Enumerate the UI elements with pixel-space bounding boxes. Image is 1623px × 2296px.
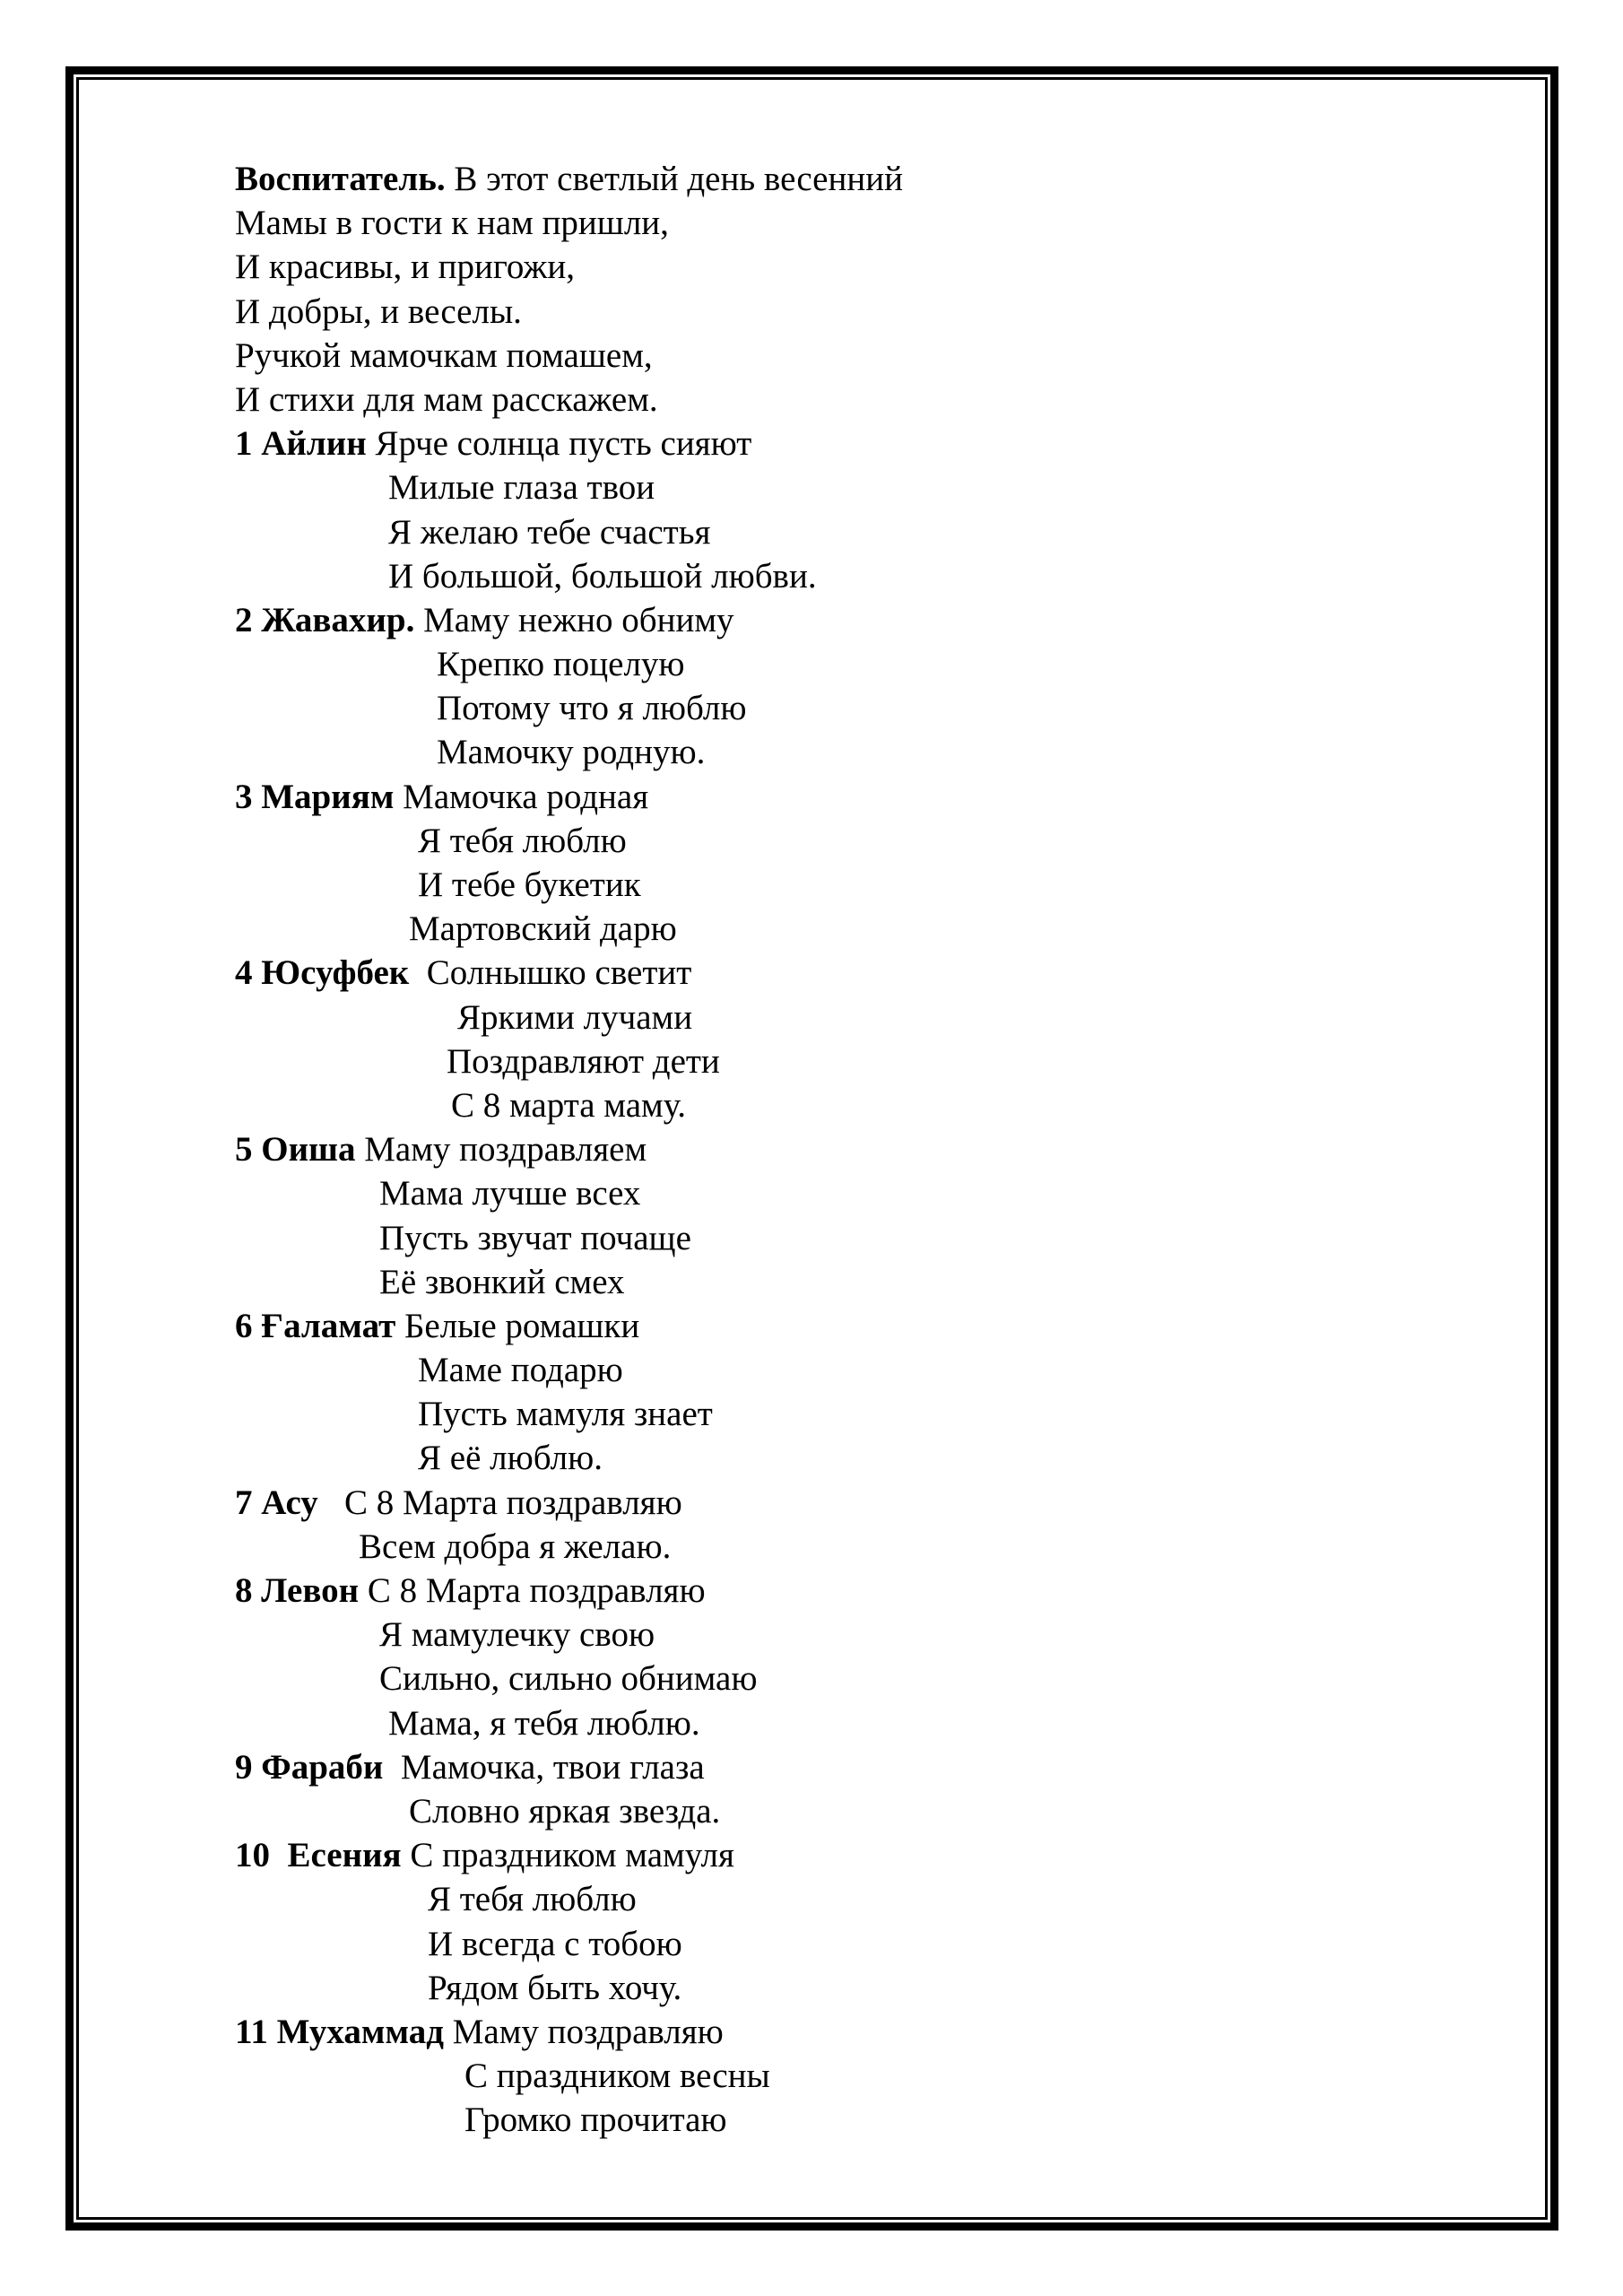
- stanza-first-line: 6 Ғаламат Белые ромашки: [235, 1304, 1623, 1348]
- poem-text: Воспитатель. В этот светлый день весенни…: [0, 157, 1623, 2142]
- line-text: Мамочка, твои глаза: [383, 1747, 705, 1787]
- poem-line: Мамочку родную.: [437, 733, 706, 772]
- line-text: Солнышко светит: [409, 953, 692, 993]
- speaker-name: 6 Ғаламат: [235, 1306, 396, 1345]
- stanza-first-line: 1 Айлин Ярче солнца пусть сияют: [235, 422, 1623, 465]
- poem-line: Громко прочитаю: [464, 2100, 727, 2140]
- speaker-name: 1 Айлин: [235, 424, 367, 464]
- speaker-name: 11 Мухаммад: [235, 2012, 444, 2051]
- speaker-name: 9 Фараби: [235, 1747, 384, 1787]
- poem-line: Маме подарю: [418, 1351, 623, 1390]
- poem-line: Рядом быть хочу.: [428, 1968, 682, 2007]
- page-border-outer: [65, 66, 1558, 2231]
- poem-line: Пусть звучат почаще: [379, 1218, 691, 1257]
- poem-line: И большой, большой любви.: [388, 556, 817, 596]
- stanza-first-line: 11 Мухаммад Маму поздравляю: [235, 2010, 1623, 2054]
- page-border-inner: [76, 77, 1548, 2220]
- poem-line: Мама, я тебя люблю.: [388, 1703, 700, 1743]
- line-text: Мамочка родная: [394, 777, 649, 816]
- poem-line: Ручкой мамочкам помашем,: [235, 335, 653, 375]
- poem-line: И красивы, и пригожи,: [235, 248, 575, 287]
- poem-line: Крепко поцелую: [437, 645, 685, 684]
- speaker-name: 10 Есения: [235, 1836, 402, 1875]
- stanza-first-line: 9 Фараби Мамочка, твои глаза: [235, 1745, 1623, 1789]
- speaker-name: 4 Юсуфбек: [235, 953, 410, 993]
- poem-line: Я мамулечку свою: [379, 1615, 655, 1655]
- poem-line: Яркими лучами: [457, 997, 693, 1037]
- poem-line: Мамы в гости к нам пришли,: [235, 204, 669, 243]
- poem-line: Я тебя люблю: [428, 1880, 637, 1919]
- stanza-first-line: 4 Юсуфбек Солнышко светит: [235, 951, 1623, 995]
- line-text: С 8 Марта поздравляю: [317, 1483, 682, 1522]
- line-text: Маму поздравляю: [443, 2012, 724, 2051]
- stanza-first-line: 10 Есения С праздником мамуля: [235, 1833, 1623, 1877]
- stanza-first-line: 2 Жавахир. Маму нежно обниму: [235, 598, 1623, 642]
- poem-line: Сильно, сильно обнимаю: [379, 1659, 758, 1699]
- stanza-first-line: 8 Левон С 8 Марта поздравляю: [235, 1569, 1623, 1613]
- poem-line: И стихи для мам расскажем.: [235, 379, 658, 419]
- line-text: С праздником мамуля: [401, 1836, 734, 1875]
- line-text: Белые ромашки: [395, 1306, 640, 1345]
- poem-line: Пусть мамуля знает: [418, 1395, 713, 1434]
- poem-line: С 8 марта маму.: [451, 1085, 687, 1125]
- speaker-name: 7 Асу: [235, 1483, 318, 1522]
- poem-line: Я её люблю.: [418, 1439, 603, 1478]
- poem-line: Мартовский дарю: [409, 909, 677, 949]
- line-text: Маму нежно обниму: [414, 600, 734, 639]
- poem-line: Потому что я люблю: [437, 689, 747, 728]
- speaker-name: 8 Левон: [235, 1571, 360, 1610]
- poem-line: С праздником весны: [464, 2057, 770, 2096]
- poem-line: Я тебя люблю: [418, 821, 627, 860]
- speaker-name: 5 Оиша: [235, 1130, 356, 1170]
- poem-line: Всем добра я желаю.: [359, 1526, 672, 1566]
- stanza-first-line: 5 Оиша Маму поздравляем: [235, 1127, 1623, 1171]
- stanza-first-line: 3 Мариям Мамочка родная: [235, 775, 1623, 819]
- poem-line: Я желаю тебе счастья: [388, 512, 711, 552]
- line-text: Маму поздравляем: [355, 1130, 647, 1170]
- stanza-first-line: Воспитатель. В этот светлый день весенни…: [235, 157, 1623, 201]
- speaker-name: 2 Жавахир.: [235, 600, 415, 639]
- line-text: С 8 Марта поздравляю: [359, 1571, 706, 1610]
- poem-line: Поздравляют дети: [447, 1041, 720, 1081]
- poem-line: Милые глаза твои: [388, 468, 655, 508]
- poem-line: И всегда с тобою: [428, 1924, 682, 1963]
- poem-line: И тебе букетик: [418, 865, 641, 904]
- poem-line: И добры, и веселы.: [235, 291, 522, 331]
- poem-line: Её звонкий смех: [379, 1262, 625, 1301]
- stanza-first-line: 7 Асу С 8 Марта поздравляю: [235, 1481, 1623, 1525]
- line-text: Ярче солнца пусть сияют: [366, 424, 752, 464]
- speaker-name: Воспитатель.: [235, 160, 446, 198]
- poem-line: Мама лучше всех: [379, 1174, 641, 1213]
- line-text: В этот светлый день весенний: [445, 160, 903, 198]
- speaker-name: 3 Мариям: [235, 777, 395, 816]
- poem-line: Словно яркая звезда.: [409, 1791, 721, 1831]
